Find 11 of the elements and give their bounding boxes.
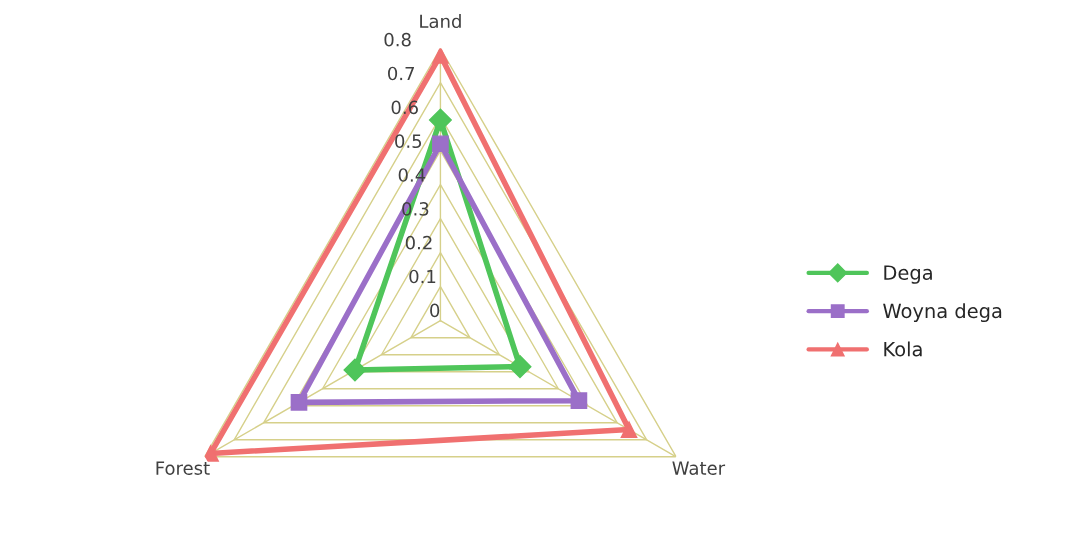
y-tick-label: 0.1	[409, 269, 436, 284]
legend-label: Dega	[884, 265, 932, 284]
y-tick-label: 0	[430, 303, 440, 318]
spoke-label: Land	[420, 14, 461, 29]
legend-label: Woyna dega	[883, 303, 1002, 323]
legend-label: Kola	[884, 341, 922, 357]
y-tick-label: 0.8	[384, 32, 411, 47]
y-tick-label: 0.5	[395, 134, 422, 149]
spoke-label: Water	[672, 461, 726, 475]
spoke-label: Forest	[156, 461, 210, 475]
y-tick-label: 0.7	[388, 66, 414, 81]
